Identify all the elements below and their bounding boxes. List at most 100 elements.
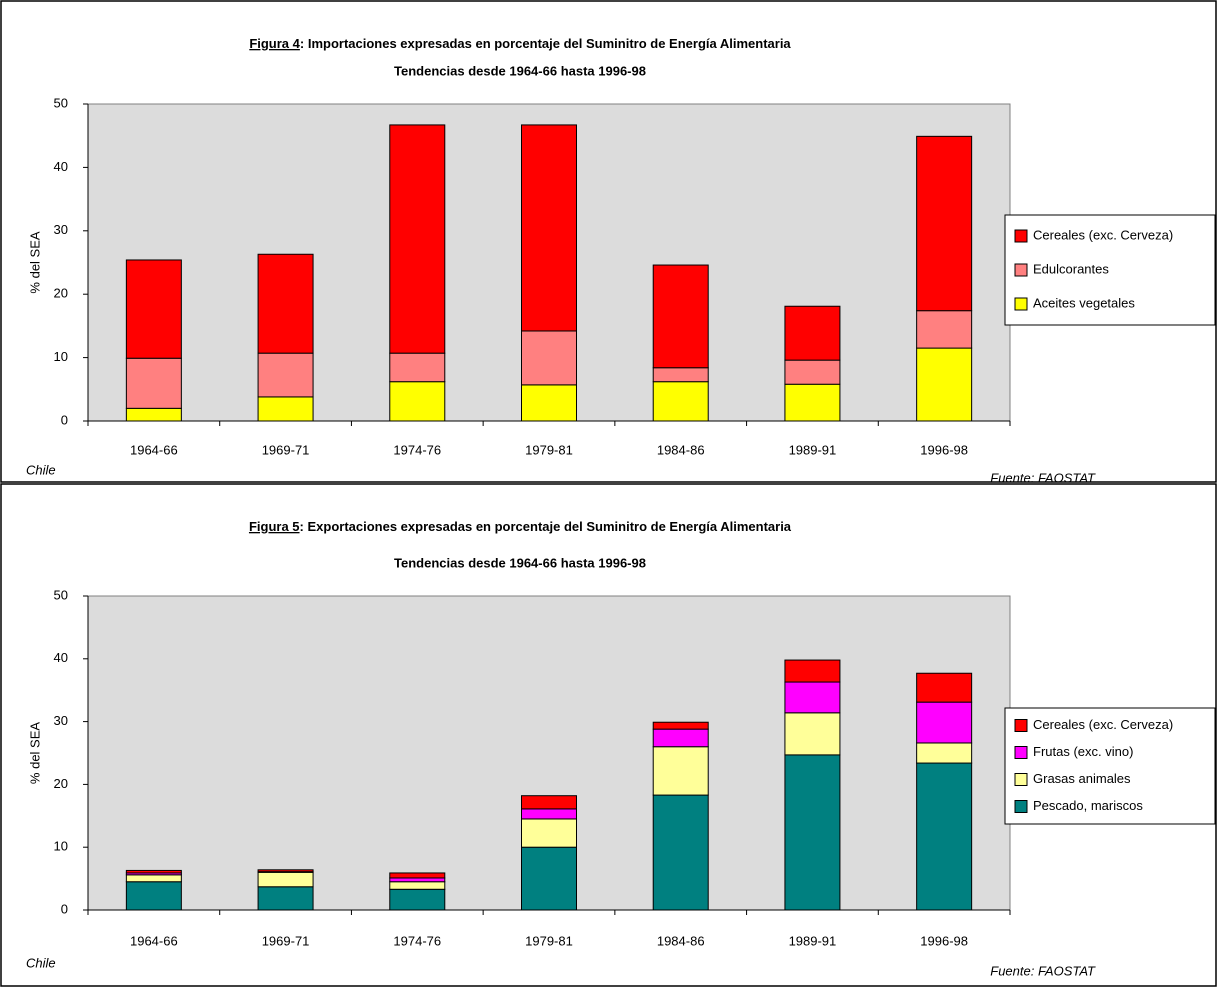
bar-segment — [389, 881, 446, 890]
bar-segment — [916, 135, 973, 312]
bar-segment — [389, 877, 446, 883]
bar-segment — [916, 701, 973, 744]
y-tick-label: 20 — [54, 776, 68, 791]
bar-segment — [389, 352, 446, 383]
bar-segment — [916, 672, 973, 703]
x-tick-label: 1974-76 — [393, 933, 441, 948]
bar-segment — [652, 794, 709, 911]
bar-segment — [784, 754, 841, 911]
source: Fuente: FAOSTAT — [990, 470, 1096, 485]
bar-segment — [257, 886, 314, 911]
bar-segment — [257, 869, 314, 873]
x-tick-label: 1969-71 — [262, 442, 310, 457]
x-tick-label: 1984-86 — [657, 442, 705, 457]
legend-swatch — [1014, 229, 1028, 243]
source: Fuente: FAOSTAT — [990, 963, 1096, 978]
bar-segment — [784, 659, 841, 683]
bar-segment — [652, 264, 709, 369]
x-tick-label: 1989-91 — [789, 442, 837, 457]
bar-segment — [916, 347, 973, 422]
bar-segment — [521, 808, 577, 820]
legend-swatch — [1014, 719, 1028, 732]
legend-swatch — [1014, 800, 1028, 813]
bar-segment — [784, 359, 841, 385]
bar-segment — [125, 259, 182, 359]
x-tick-label: 1964-66 — [130, 933, 178, 948]
y-tick-label: 10 — [54, 839, 68, 854]
y-tick-label: 40 — [54, 650, 68, 665]
y-axis-label: % del SEA — [27, 722, 42, 784]
legend-label: Aceites vegetales — [1033, 295, 1135, 310]
title-prefix: Figura 5 — [249, 519, 300, 534]
x-tick-label: 1984-86 — [657, 933, 705, 948]
y-tick-label: 30 — [54, 222, 68, 237]
x-tick-label: 1974-76 — [393, 442, 441, 457]
bar-segment — [389, 872, 446, 879]
x-tick-label: 1969-71 — [262, 933, 310, 948]
bar-segment — [916, 762, 973, 911]
y-tick-label: 0 — [61, 901, 68, 916]
legend-label: Grasas animales — [1033, 771, 1131, 786]
bar-segment — [389, 888, 446, 911]
bar-segment — [916, 310, 973, 349]
bar-segment — [916, 742, 973, 764]
bar-segment — [521, 818, 577, 848]
bar-segment — [652, 367, 709, 383]
bar-segment — [125, 407, 182, 422]
bar-segment — [389, 381, 446, 422]
y-tick-label: 0 — [61, 412, 68, 427]
bar-segment — [125, 869, 182, 874]
bar-segment — [652, 746, 709, 796]
y-tick-label: 40 — [54, 159, 68, 174]
chart-title: Figura 5: Exportaciones expresadas en po… — [249, 519, 792, 534]
legend-swatch — [1014, 746, 1028, 759]
x-tick-label: 1996-98 — [920, 933, 968, 948]
x-tick-label: 1989-91 — [789, 933, 837, 948]
y-tick-label: 20 — [54, 286, 68, 301]
bar-segment — [521, 384, 577, 422]
legend-swatch — [1014, 297, 1028, 311]
note: Chile — [26, 955, 56, 970]
bar-segment — [521, 330, 577, 386]
x-tick-label: 1964-66 — [130, 442, 178, 457]
bar-segment — [257, 396, 314, 422]
y-tick-label: 50 — [54, 95, 68, 110]
legend-swatch — [1014, 263, 1028, 277]
legend-label: Cereales (exc. Cerveza) — [1033, 227, 1173, 242]
bar-segment — [652, 728, 709, 748]
legend-box — [1004, 707, 1216, 825]
legend-label: Pescado, mariscos — [1033, 798, 1143, 813]
legend-label: Frutas (exc. vino) — [1033, 744, 1133, 759]
chart-subtitle: Tendencias desde 1964-66 hasta 1996-98 — [394, 63, 646, 78]
note: Chile — [26, 462, 56, 477]
bar-segment — [125, 357, 182, 409]
bar-segment — [389, 124, 446, 354]
chart-title: Figura 4: Importaciones expresadas en po… — [249, 36, 791, 51]
x-tick-label: 1979-81 — [525, 933, 573, 948]
y-axis-label: % del SEA — [27, 231, 42, 293]
legend-label: Cereales (exc. Cerveza) — [1033, 717, 1173, 732]
title-prefix: Figura 4 — [249, 36, 300, 51]
bar-segment — [784, 383, 841, 422]
y-tick-label: 10 — [54, 349, 68, 364]
legend-box — [1004, 214, 1216, 326]
title-text: : Exportaciones expresadas en porcentaje… — [300, 519, 792, 534]
bar-segment — [257, 871, 314, 888]
bar-segment — [784, 305, 841, 361]
bar-segment — [521, 795, 577, 810]
bar-segment — [652, 381, 709, 422]
bar-segment — [652, 721, 709, 730]
bar-segment — [521, 124, 577, 332]
x-tick-label: 1996-98 — [920, 442, 968, 457]
bar-segment — [257, 352, 314, 398]
x-tick-label: 1979-81 — [525, 442, 573, 457]
y-tick-label: 30 — [54, 713, 68, 728]
bar-segment — [125, 874, 182, 883]
bar-segment — [125, 881, 182, 911]
bar-segment — [521, 846, 577, 911]
title-text: : Importaciones expresadas en porcentaje… — [300, 36, 792, 51]
legend-label: Edulcorantes — [1033, 261, 1109, 276]
bar-segment — [784, 681, 841, 714]
y-tick-label: 50 — [54, 587, 68, 602]
